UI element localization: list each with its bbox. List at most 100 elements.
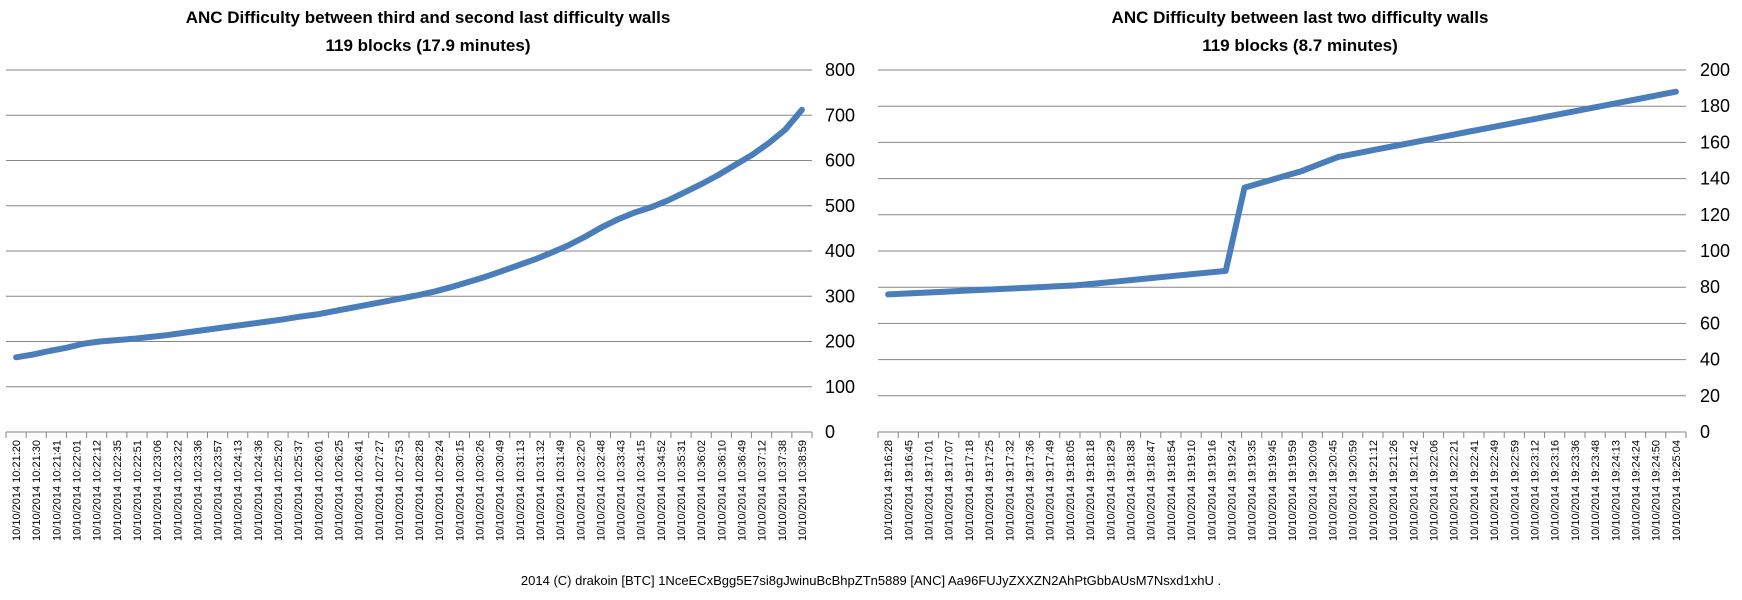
chart2-xtick-label: 10/10/2014 19:17:18 [964,440,976,541]
chart2-xtick-label: 10/10/2014 19:24:50 [1651,440,1663,541]
chart2-xtick-label: 10/10/2014 19:19:16 [1206,440,1218,541]
chart1-xtick-label: 10/10/2014 10:31:49 [555,440,567,541]
chart2-xtick-label: 10/10/2014 19:19:59 [1287,440,1299,541]
chart1-xtick-label: 10/10/2014 10:25:20 [273,440,285,541]
chart1-plot: 0 100 200 300 400 500 600 700 800 10/10/2014 10:2… [5,60,855,541]
chart2-xtick-label: 10/10/2014 19:16:45 [903,440,915,541]
chart2-ytick-label: 120 [1700,205,1730,225]
chart2-ytick-label: 0 [1700,422,1710,442]
chart2-xtick-label: 10/10/2014 19:23:48 [1590,440,1602,541]
chart1-xtick-label: 10/10/2014 10:33:43 [616,440,628,541]
chart2-xtick-label: 10/10/2014 19:18:18 [1085,440,1097,541]
chart2-ytick-label: 20 [1700,386,1720,406]
chart2-xtick-label: 10/10/2014 19:16:28 [883,440,895,541]
chart2-xtick-label: 10/10/2014 19:19:45 [1267,440,1279,541]
chart2-xtick-label: 10/10/2014 19:19:10 [1186,440,1198,541]
chart1-xtick-label: 10/10/2014 10:36:02 [696,440,708,541]
chart2-xtick-label: 10/10/2014 19:17:32 [1004,440,1016,541]
chart2-xtick-label: 10/10/2014 19:21:12 [1368,440,1380,541]
chart1-ytick-label: 700 [825,105,855,125]
chart1-xtick-label: 10/10/2014 10:36:49 [736,440,748,541]
chart2-xtick-label: 10/10/2014 19:17:36 [1025,440,1037,541]
chart2-xtick-label: 10/10/2014 19:19:35 [1247,440,1259,541]
chart1-xtick-label: 10/10/2014 10:26:41 [354,440,366,541]
chart1-xtick-label: 10/10/2014 10:21:30 [31,440,43,541]
chart1-xtick-label: 10/10/2014 10:30:15 [454,440,466,541]
chart1-xtick-label: 10/10/2014 10:30:26 [475,440,487,541]
chart1-xtick-label: 10/10/2014 10:34:15 [636,440,648,541]
chart1-xtick-label: 10/10/2014 10:23:57 [213,440,225,541]
chart1-xtick-label: 10/10/2014 10:35:31 [676,440,688,541]
chart2-ytick-label: 80 [1700,277,1720,297]
chart2-xtick-label: 10/10/2014 19:24:13 [1610,440,1622,541]
chart1-xtick-label: 10/10/2014 10:29:24 [434,440,446,541]
chart1-ytick-label: 500 [825,196,855,216]
chart2-xtick-label: 10/10/2014 19:18:05 [1065,440,1077,541]
chart1-xtick-label: 10/10/2014 10:23:06 [152,440,164,541]
chart2-xtick-label: 10/10/2014 19:21:42 [1408,440,1420,541]
footer-credit: 2014 (C) drakoin [BTC] 1NceECxBgg5E7si8g… [521,573,1221,588]
chart1-xtick-label: 10/10/2014 10:27:27 [374,440,386,541]
chart2-xtick-label: 10/10/2014 19:17:07 [944,440,956,541]
chart1-xtick-label: 10/10/2014 10:31:13 [515,440,527,541]
chart2-ytick-label: 160 [1700,132,1730,152]
chart2-xtick-label: 10/10/2014 19:23:36 [1570,440,1582,541]
chart1-ytick-label: 600 [825,151,855,171]
chart1-xtick-label: 10/10/2014 10:32:20 [575,440,587,541]
chart2-xtick-label: 10/10/2014 19:20:59 [1348,440,1360,541]
chart1-xtick-label: 10/10/2014 10:31:32 [535,440,547,541]
chart1-series-line [13,106,805,361]
chart2-xtick-label: 10/10/2014 19:20:09 [1307,440,1319,541]
chart2-ytick-label: 180 [1700,96,1730,116]
chart2-xtick-label: 10/10/2014 19:22:41 [1469,440,1481,541]
chart1-xtick-label: 10/10/2014 10:28:28 [414,440,426,541]
chart1-xtick-label: 10/10/2014 10:23:36 [192,440,204,541]
chart1-xtick-label: 10/10/2014 10:36:10 [716,440,728,541]
chart2-xtick-label: 10/10/2014 19:18:54 [1166,440,1178,541]
chart1-ytick-label: 100 [825,377,855,397]
chart2-title: ANC Difficulty between last two difficul… [1112,8,1489,27]
chart2-ytick-label: 100 [1700,241,1730,261]
chart1-xtick-label: 10/10/2014 10:37:12 [757,440,769,541]
chart1-ytick-label: 400 [825,241,855,261]
chart1-xtick-label: 10/10/2014 10:34:52 [656,440,668,541]
chart2-xtick-label: 10/10/2014 19:17:25 [984,440,996,541]
chart1-xtick-label: 10/10/2014 10:25:37 [293,440,305,541]
chart2-xtick-label: 10/10/2014 19:23:16 [1550,440,1562,541]
chart1-subtitle: 119 blocks (17.9 minutes) [325,36,530,55]
chart1-xtick-label: 10/10/2014 10:27:53 [394,440,406,541]
chart2-xtick-label: 10/10/2014 19:19:24 [1227,440,1239,541]
chart2-xtick-label: 10/10/2014 19:25:04 [1671,440,1683,541]
chart2-xtick-label: 10/10/2014 19:22:59 [1509,440,1521,541]
chart2-xtick-label: 10/10/2014 19:23:12 [1530,440,1542,541]
chart2-xtick-label: 10/10/2014 19:18:47 [1146,440,1158,541]
chart1-xtick-label: 10/10/2014 10:22:12 [92,440,104,541]
chart1-ytick-label: 800 [825,60,855,80]
chart2-xtick-label: 10/10/2014 19:20:45 [1328,440,1340,541]
chart1-xtick-label: 10/10/2014 10:24:36 [253,440,265,541]
chart2-xtick-label: 10/10/2014 19:24:24 [1631,440,1643,541]
chart2-xtick-label: 10/10/2014 19:22:21 [1449,440,1461,541]
chart1-xtick-label: 10/10/2014 10:24:13 [233,440,245,541]
chart2-xtick-label: 10/10/2014 19:18:38 [1126,440,1138,541]
chart1-ytick-label: 200 [825,332,855,352]
chart1-ytick-label: 0 [825,422,835,442]
chart2-xtick-label: 10/10/2014 19:17:01 [924,440,936,541]
chart1-xtick-label: 10/10/2014 10:26:25 [333,440,345,541]
chart2-ytick-label: 40 [1700,350,1720,370]
chart2-xtick-label: 10/10/2014 19:21:26 [1388,440,1400,541]
chart1-xtick-label: 10/10/2014 10:26:01 [313,440,325,541]
chart1-ytick-label: 300 [825,286,855,306]
chart2-ytick-label: 140 [1700,169,1730,189]
chart1-xtick-label: 10/10/2014 10:21:20 [11,440,23,541]
chart2-plot: 0 20 40 60 80 100 120 140 160 180 200 10/10/2014 19… [877,60,1730,541]
chart1-xtick-label: 10/10/2014 10:21:41 [51,440,63,541]
chart2-xtick-label: 10/10/2014 19:17:49 [1045,440,1057,541]
chart1-xtick-label: 10/10/2014 10:23:22 [172,440,184,541]
chart1-xtick-label: 10/10/2014 10:38:59 [797,440,809,541]
chart1-xtick-label: 10/10/2014 10:37:38 [777,440,789,541]
chart2-ytick-label: 60 [1700,313,1720,333]
chart1-xtick-label: 10/10/2014 10:22:35 [112,440,124,541]
